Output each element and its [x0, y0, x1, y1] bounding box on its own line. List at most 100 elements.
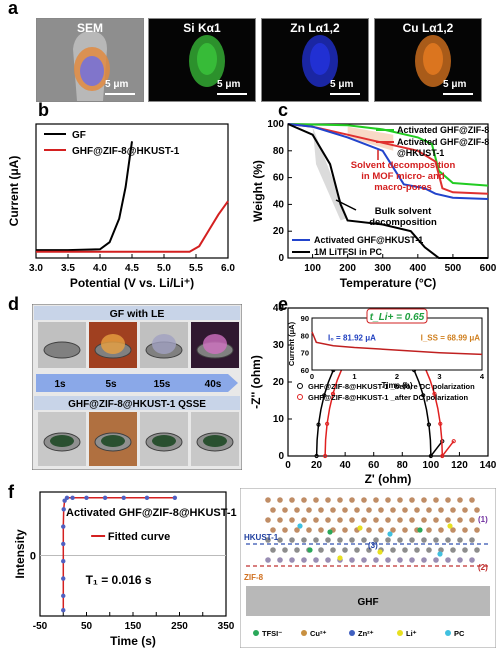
annotation-line: Bulk solvent [375, 206, 432, 217]
x-tick-label: 5.0 [157, 263, 171, 274]
lattice-node [325, 537, 331, 543]
lattice-node [282, 507, 288, 513]
label-m2: (2) [478, 563, 488, 572]
annotation-line: Solvent decomposition [351, 160, 456, 171]
lattice-node [289, 537, 295, 543]
legend-marker-2 [349, 630, 355, 636]
panel-label-a: a [8, 0, 19, 18]
lattice-node [385, 497, 391, 503]
series-name: Activated GHF@ZIF-8@HKUST-1 [66, 507, 237, 519]
legend-label-3: 1M LiTFSI in PC [314, 247, 383, 257]
lattice-node [301, 557, 307, 563]
lattice-node [294, 547, 300, 553]
lattice-node [409, 497, 415, 503]
lattice-node [409, 557, 415, 563]
lattice-node [457, 537, 463, 543]
y-axis-label: -Z'' (ohm) [249, 355, 263, 409]
lattice-node [342, 507, 348, 513]
annotation-arrow-black [335, 199, 357, 211]
x-tick-label: 4.0 [93, 263, 107, 274]
lattice-node [414, 507, 420, 513]
map-graphic [302, 35, 338, 87]
chart-b-lsv: 3.0 3.5 4.0 4.5 5.0 5.5 6.0 Potential (V vs. Li… [7, 123, 235, 290]
ion-5 [447, 523, 453, 529]
eis-point [421, 393, 426, 398]
inset-y-label: Current (μA) [287, 321, 296, 366]
lattice-node [349, 497, 355, 503]
data-point [70, 495, 75, 500]
lattice-node [462, 507, 468, 513]
time-label-1: 5s [105, 379, 117, 390]
time-label-2: 15s [154, 379, 171, 390]
legend-marker-0 [297, 383, 303, 389]
scale-label: 5 μm [330, 79, 354, 90]
lattice-node [385, 557, 391, 563]
inset-x-tick-label: 0 [310, 372, 314, 381]
lattice-node [414, 547, 420, 553]
lattice-node [301, 517, 307, 523]
data-point [144, 495, 150, 500]
qsse-disk-2 [152, 435, 176, 447]
eis-point [316, 422, 321, 427]
y-tick-label: 10 [273, 414, 285, 425]
y-tick-label: 40 [273, 304, 285, 314]
lattice-node [265, 517, 271, 523]
x-tick-label: 4.5 [125, 263, 139, 274]
chart-f-nmr: 0 -50 50 150 250 350 Time (s) Intensity Activate… [13, 491, 237, 648]
fit-legend-label: Fitted curve [108, 531, 170, 543]
scale-bar [217, 93, 247, 95]
panel-d-flame-test: GF with LE 1s 5s 15s 40s GHF@ZIF-8@HKUST-1 QS… [32, 304, 242, 470]
lattice-node [277, 497, 283, 503]
legend-marker-1 [301, 630, 307, 636]
x-tick-label: 200 [339, 263, 356, 274]
lattice-node [265, 497, 271, 503]
lattice-node [289, 557, 295, 563]
lattice-node [330, 507, 336, 513]
inset-x-tick-label: 3 [437, 372, 441, 381]
x-axis-label: Potential (V vs. Li/Li⁺) [70, 276, 194, 290]
lattice-node [385, 537, 391, 543]
lattice-node [433, 517, 439, 523]
lattice-node [445, 557, 451, 563]
y-tick-label: 100 [267, 119, 284, 130]
eis-point [322, 393, 327, 398]
lattice-node [349, 557, 355, 563]
lattice-node [270, 527, 276, 533]
lattice-node [390, 507, 396, 513]
lattice-node [294, 527, 300, 533]
lattice-node [402, 547, 408, 553]
lattice-node [354, 507, 360, 513]
inset-label-i0: I₀ = 81.92 μA [328, 333, 376, 342]
lattice-node [469, 517, 475, 523]
lattice-node [409, 537, 415, 543]
panel-label-d: d [8, 294, 19, 314]
lattice-node [277, 537, 283, 543]
lattice-node [373, 497, 379, 503]
x-tick-label: 100 [423, 460, 440, 471]
x-tick-label: 40 [340, 460, 352, 471]
x-tick-label: 300 [374, 263, 391, 274]
cell-case-top-0 [43, 341, 81, 359]
legend-marker-3 [397, 630, 403, 636]
label-hkust: HKUST-1 [244, 533, 279, 542]
flame-3 [203, 334, 227, 354]
lattice-node [474, 507, 480, 513]
ion-9 [337, 555, 343, 561]
inset-x-tick-label: 2 [395, 372, 399, 381]
eis-point [314, 453, 319, 459]
scale-bar [330, 93, 360, 95]
title-bar-bottom [34, 396, 240, 410]
time-arrow [36, 374, 238, 392]
label-zif: ZIF-8 [244, 573, 264, 582]
lattice-node [421, 497, 427, 503]
eis-point [323, 453, 328, 459]
legend-label-1: GHF@ZIF-8@HKUST-1 [72, 146, 180, 157]
x-tick-label: 150 [125, 621, 142, 632]
lattice-node [361, 557, 367, 563]
eis-point [451, 439, 456, 444]
lattice-node [445, 497, 451, 503]
lattice-node [457, 557, 463, 563]
annotation-line: macro-pores [374, 182, 432, 193]
legend-marker-0 [253, 630, 259, 636]
ion-8 [437, 551, 443, 557]
